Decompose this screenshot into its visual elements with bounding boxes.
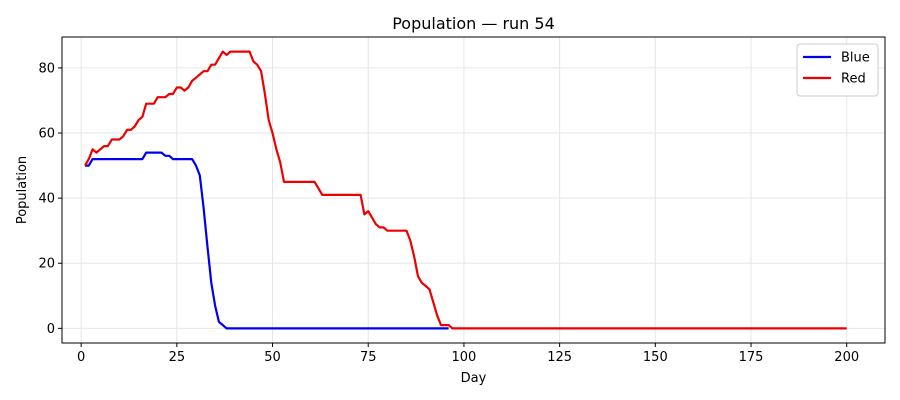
y-tick-label: 0: [47, 322, 55, 337]
x-tick-label: 50: [264, 350, 281, 365]
plot-frame: [61, 36, 886, 344]
y-axis-label: Population: [15, 156, 30, 224]
x-tick-label: 75: [360, 350, 377, 365]
y-tick-label: 20: [38, 257, 55, 272]
series-line-red: [84, 50, 847, 330]
x-tick-label: 200: [834, 350, 859, 365]
series-layer: [84, 50, 847, 330]
x-tick-label: 125: [547, 350, 572, 365]
chart-title: Population — run 54: [392, 14, 555, 33]
x-tick-label: 0: [77, 350, 85, 365]
x-axis-label: Day: [461, 371, 487, 386]
y-tick-label: 80: [38, 61, 55, 76]
y-tick-label: 60: [38, 127, 55, 142]
x-tick-label: 25: [169, 350, 186, 365]
legend-label-blue: Blue: [841, 51, 870, 66]
x-tick-label: 100: [452, 350, 477, 365]
x-tick-label: 150: [643, 350, 668, 365]
y-tick-label: 40: [38, 192, 55, 207]
legend-label-red: Red: [841, 72, 866, 87]
series-line-blue: [85, 151, 449, 330]
legend: Blue Red: [796, 43, 879, 97]
x-tick-label: 175: [739, 350, 764, 365]
ticks: 0 25 50 75 100 125 150 175 200 0 20 40 60 80: [38, 61, 859, 365]
